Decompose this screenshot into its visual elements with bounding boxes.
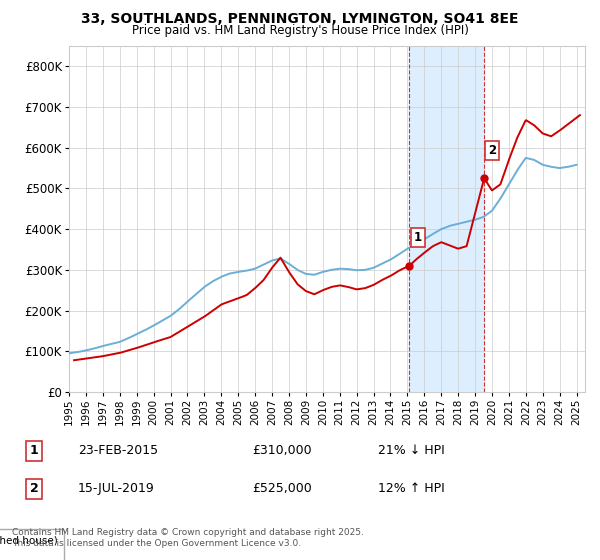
- Text: 15-JUL-2019: 15-JUL-2019: [78, 482, 155, 496]
- Text: 2: 2: [488, 144, 497, 157]
- Text: Contains HM Land Registry data © Crown copyright and database right 2025.
This d: Contains HM Land Registry data © Crown c…: [12, 528, 364, 548]
- Text: £310,000: £310,000: [252, 444, 311, 458]
- Text: £525,000: £525,000: [252, 482, 312, 496]
- Text: 1: 1: [413, 231, 422, 244]
- Bar: [409, 46, 484, 392]
- Text: 23-FEB-2015: 23-FEB-2015: [78, 444, 158, 458]
- Text: 12% ↑ HPI: 12% ↑ HPI: [378, 482, 445, 496]
- Text: Price paid vs. HM Land Registry's House Price Index (HPI): Price paid vs. HM Land Registry's House …: [131, 24, 469, 36]
- Text: 21% ↓ HPI: 21% ↓ HPI: [378, 444, 445, 458]
- Legend: 33, SOUTHLANDS, PENNINGTON, LYMINGTON, SO41 8EE (detached house), HPI: Average p: 33, SOUTHLANDS, PENNINGTON, LYMINGTON, S…: [0, 529, 64, 560]
- Text: 1: 1: [30, 444, 38, 458]
- Text: 2: 2: [30, 482, 38, 496]
- Text: 33, SOUTHLANDS, PENNINGTON, LYMINGTON, SO41 8EE: 33, SOUTHLANDS, PENNINGTON, LYMINGTON, S…: [81, 12, 519, 26]
